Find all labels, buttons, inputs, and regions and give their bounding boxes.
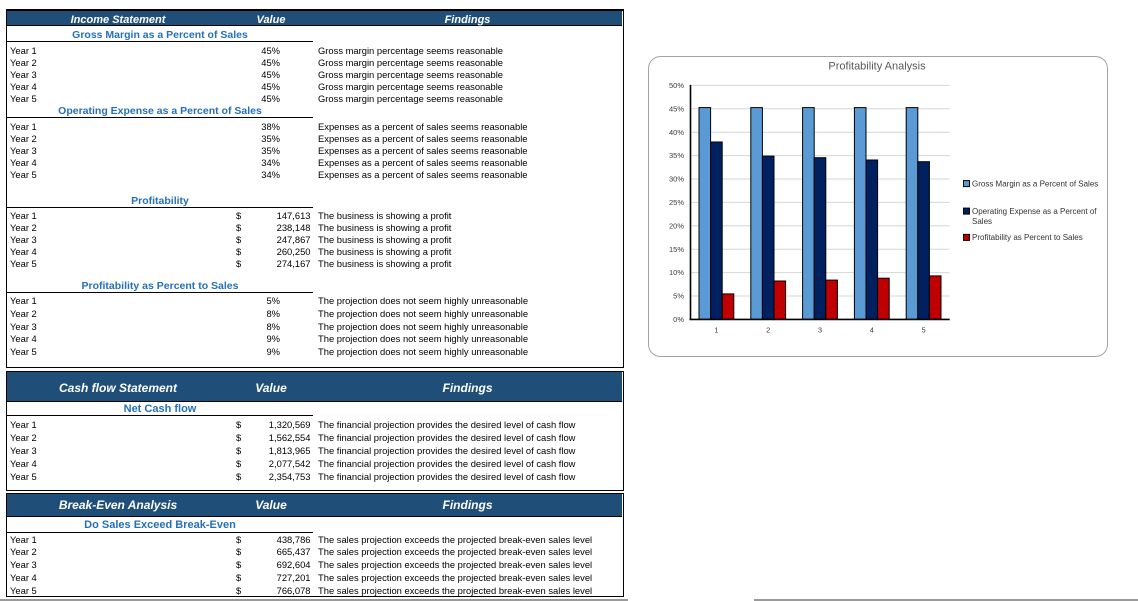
svg-text:10%: 10% bbox=[669, 268, 684, 277]
svg-text:5%: 5% bbox=[673, 292, 684, 301]
svg-text:3: 3 bbox=[818, 326, 822, 335]
svg-text:Profitability Analysis: Profitability Analysis bbox=[828, 61, 926, 73]
svg-text:2: 2 bbox=[766, 326, 770, 335]
svg-text:5: 5 bbox=[922, 326, 926, 335]
svg-text:15%: 15% bbox=[669, 245, 684, 254]
svg-text:25%: 25% bbox=[669, 198, 684, 207]
svg-text:20%: 20% bbox=[669, 221, 684, 230]
svg-text:30%: 30% bbox=[669, 175, 684, 184]
svg-text:0%: 0% bbox=[673, 315, 684, 324]
svg-text:Operating Expense as a Percent: Operating Expense as a Percent of bbox=[972, 207, 1097, 216]
svg-text:Gross Margin as a Percent of S: Gross Margin as a Percent of Sales bbox=[972, 179, 1098, 188]
svg-text:Profitability as Percent to Sa: Profitability as Percent to Sales bbox=[972, 233, 1083, 242]
svg-text:35%: 35% bbox=[669, 151, 684, 160]
svg-text:40%: 40% bbox=[669, 128, 684, 137]
svg-text:4: 4 bbox=[870, 326, 874, 335]
svg-text:50%: 50% bbox=[669, 81, 684, 90]
svg-text:Sales: Sales bbox=[972, 217, 992, 226]
svg-text:1: 1 bbox=[714, 326, 718, 335]
svg-text:45%: 45% bbox=[669, 104, 684, 113]
